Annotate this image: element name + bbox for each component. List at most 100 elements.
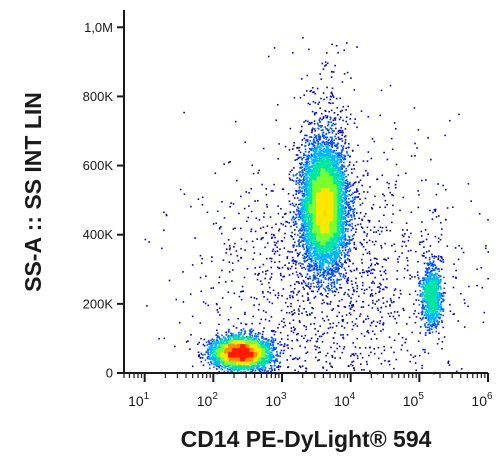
event-dot xyxy=(342,225,345,228)
event-dot xyxy=(351,223,353,225)
event-dot xyxy=(351,208,354,211)
event-dot xyxy=(425,274,428,276)
event-dot xyxy=(422,348,424,351)
event-dot xyxy=(328,144,330,147)
event-dot xyxy=(269,257,271,260)
event-dot xyxy=(372,203,375,206)
event-dot xyxy=(327,253,329,256)
event-dot xyxy=(342,187,344,190)
event-dot xyxy=(259,368,261,371)
event-dot xyxy=(438,306,441,308)
event-dot xyxy=(275,358,278,360)
event-dot xyxy=(287,366,290,368)
event-dot xyxy=(230,202,232,204)
event-dot xyxy=(269,351,271,353)
event-dot xyxy=(361,202,364,205)
event-dot xyxy=(384,269,387,272)
event-dot xyxy=(288,173,291,176)
event-dot xyxy=(427,276,429,279)
event-dot xyxy=(478,213,481,215)
event-dot xyxy=(165,214,168,217)
event-dot xyxy=(329,301,332,303)
event-dot xyxy=(421,241,423,243)
event-dot xyxy=(308,265,311,267)
event-dot xyxy=(308,142,311,144)
event-dot xyxy=(352,262,354,265)
event-dot xyxy=(342,229,344,232)
event-dot xyxy=(321,273,323,276)
event-dot xyxy=(211,256,213,258)
event-dot xyxy=(442,259,444,261)
event-dot xyxy=(249,334,252,336)
event-dot xyxy=(305,185,307,188)
event-dot xyxy=(323,263,325,265)
event-dot xyxy=(274,369,276,371)
event-dot xyxy=(340,287,343,289)
event-dot xyxy=(342,183,345,186)
event-dot xyxy=(197,355,200,357)
event-dot xyxy=(215,345,218,347)
event-dot xyxy=(261,340,264,342)
event-dot xyxy=(250,228,253,231)
event-dot xyxy=(307,217,309,220)
event-dot xyxy=(274,360,277,362)
event-dot xyxy=(331,146,334,149)
event-dot xyxy=(262,368,264,370)
event-dot xyxy=(390,312,392,314)
event-dot xyxy=(389,298,392,300)
event-dot xyxy=(299,229,301,232)
event-dot xyxy=(299,245,301,247)
event-dot xyxy=(327,264,330,266)
event-dot xyxy=(370,263,373,265)
event-dot xyxy=(307,262,310,265)
event-dot xyxy=(282,223,284,226)
event-dot xyxy=(335,254,338,256)
event-dot xyxy=(197,351,200,354)
event-dot xyxy=(347,205,349,207)
event-dot xyxy=(341,178,343,181)
event-dot xyxy=(316,158,319,160)
event-dot xyxy=(267,359,269,362)
event-dot xyxy=(434,208,437,211)
event-dot xyxy=(319,263,321,266)
event-dot xyxy=(306,166,309,168)
event-dot xyxy=(307,164,309,166)
event-dot xyxy=(261,337,263,339)
event-dot xyxy=(209,367,211,370)
event-dot xyxy=(408,236,410,238)
event-dot xyxy=(367,332,370,334)
event-dot xyxy=(337,234,339,236)
event-dot xyxy=(435,216,438,218)
event-dot xyxy=(252,329,255,332)
event-dot xyxy=(303,248,305,250)
event-dot xyxy=(221,201,223,203)
event-dot xyxy=(343,220,346,223)
event-dot xyxy=(338,177,340,180)
event-dot xyxy=(331,249,333,251)
event-dot xyxy=(252,369,254,371)
event-dot xyxy=(437,282,440,285)
event-dot xyxy=(318,119,321,121)
event-dot xyxy=(270,347,272,349)
event-dot xyxy=(349,307,352,310)
event-dot xyxy=(409,360,411,363)
event-dot xyxy=(348,206,350,209)
event-dot xyxy=(292,259,295,261)
event-dot xyxy=(426,326,429,329)
event-dot xyxy=(325,143,328,146)
event-dot xyxy=(337,154,340,156)
event-dot xyxy=(306,160,308,163)
event-dot xyxy=(314,260,317,262)
event-dot xyxy=(345,191,348,193)
event-dot xyxy=(296,154,299,156)
event-dot xyxy=(372,330,374,333)
event-dot xyxy=(380,306,383,309)
event-dot xyxy=(337,132,340,135)
event-dot xyxy=(302,243,305,246)
event-dot xyxy=(315,348,317,351)
event-dot xyxy=(228,329,230,332)
event-dot xyxy=(424,277,427,279)
event-dot xyxy=(360,226,363,228)
event-dot xyxy=(239,334,242,336)
event-dot xyxy=(334,255,336,257)
